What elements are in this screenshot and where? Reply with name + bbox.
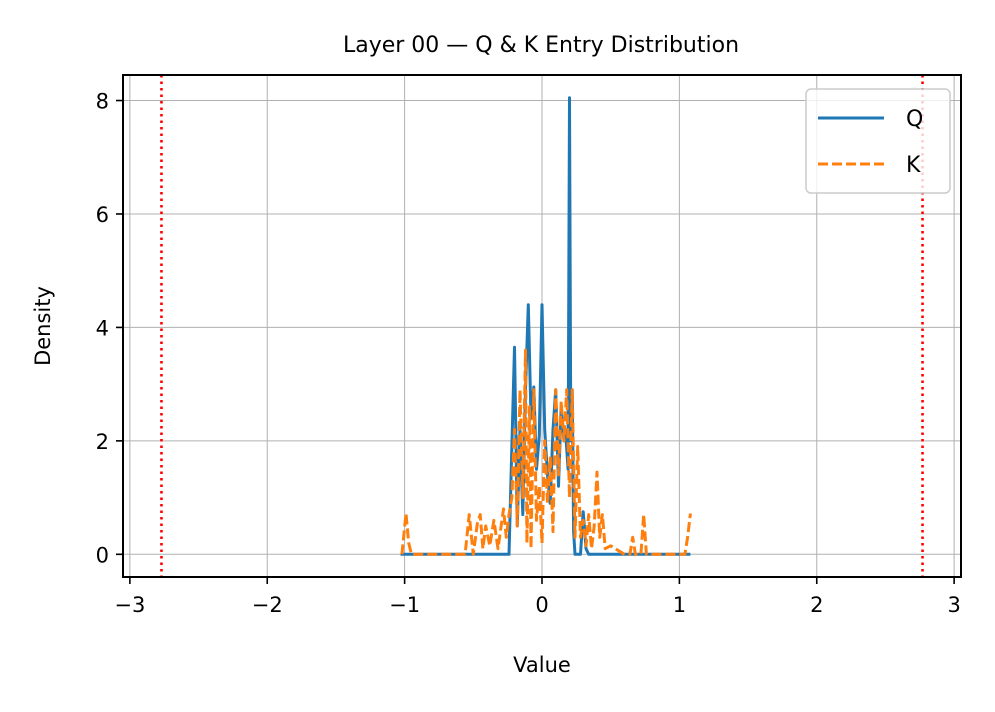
y-tick-label: 0	[96, 543, 109, 567]
series-line-q	[400, 96, 691, 556]
x-tick-label: 2	[810, 593, 823, 617]
chart-title: Layer 00 — Q & K Entry Distribution	[343, 33, 739, 58]
y-tick-label: 8	[96, 90, 109, 114]
legend: QK	[805, 88, 951, 194]
series-line-k	[400, 348, 692, 556]
x-tick-label: 0	[535, 593, 548, 617]
x-tick-label: −2	[252, 593, 283, 617]
x-tick-label: 3	[947, 593, 960, 617]
legend-label: Q	[906, 107, 923, 132]
plot-area	[400, 96, 692, 556]
x-tick-label: −1	[389, 593, 420, 617]
y-tick-label: 2	[96, 430, 109, 454]
legend-box	[805, 88, 951, 194]
y-tick-label: 4	[96, 316, 109, 340]
y-tick-label: 6	[96, 203, 109, 227]
x-axis-title: Value	[513, 653, 571, 677]
x-tick-label: 1	[673, 593, 686, 617]
legend-label: K	[906, 153, 921, 178]
x-tick-label: −3	[114, 593, 145, 617]
y-axis-title: Density	[31, 286, 55, 366]
axis-ticks: −3 −2 −1 0 1 2 3 0 2 4 6 8	[96, 90, 961, 617]
reference-lines	[160, 75, 924, 577]
